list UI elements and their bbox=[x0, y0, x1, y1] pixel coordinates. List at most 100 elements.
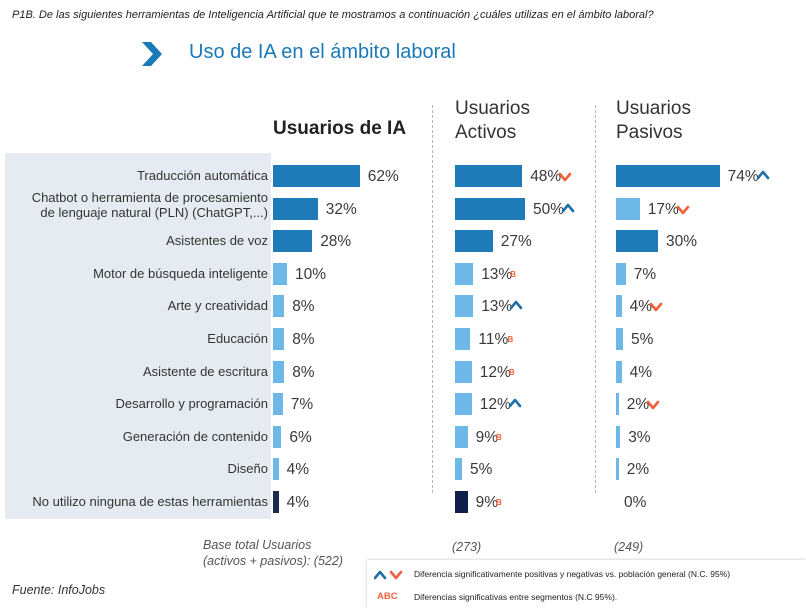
data-label: 17% bbox=[647, 200, 679, 218]
significant-up-icon bbox=[509, 301, 523, 310]
data-label: 0% bbox=[624, 494, 647, 511]
data-label: 7% bbox=[633, 265, 657, 283]
significance-arrows-icon bbox=[374, 570, 403, 580]
bar bbox=[455, 458, 462, 481]
bar bbox=[616, 165, 720, 187]
category-label: Educación bbox=[207, 331, 268, 346]
data-label: 27% bbox=[500, 233, 532, 251]
bar bbox=[273, 491, 279, 513]
column-heading-usuarios-ia: Usuarios de IA bbox=[273, 118, 407, 139]
data-label: 48% bbox=[530, 168, 562, 185]
category-label: Arte y creatividad bbox=[167, 298, 268, 314]
question-text: P1B. De las siguientes herramientas de I… bbox=[12, 9, 654, 21]
data-label: 74% bbox=[727, 168, 759, 185]
bar bbox=[273, 393, 283, 416]
legend-abc-text: Diferencias significativas entre segment… bbox=[414, 592, 618, 602]
data-label: 11% bbox=[478, 331, 509, 348]
segment-letter: B bbox=[496, 498, 502, 507]
bar bbox=[273, 230, 313, 253]
category-label: Generación de contenido bbox=[122, 428, 268, 444]
bar bbox=[455, 262, 474, 285]
column-heading-activos: Usuarios Activos bbox=[455, 98, 530, 143]
bar bbox=[616, 360, 622, 383]
bar bbox=[616, 458, 619, 481]
bar bbox=[455, 295, 474, 318]
data-label: 4% bbox=[629, 363, 652, 381]
bar bbox=[616, 328, 623, 350]
base-label-pasivos: (249) bbox=[614, 540, 644, 554]
bar bbox=[455, 328, 471, 350]
data-label: 8% bbox=[292, 298, 315, 316]
significant-up-icon bbox=[561, 203, 575, 212]
data-label: 4% bbox=[286, 494, 309, 511]
chevron-right-icon bbox=[142, 42, 162, 66]
data-label: 4% bbox=[629, 298, 652, 316]
category-label: Motor de búsqueda inteligente bbox=[93, 265, 268, 281]
bar bbox=[455, 425, 468, 448]
segment-letter: B bbox=[510, 269, 517, 279]
data-label: 62% bbox=[367, 168, 399, 185]
bar bbox=[455, 165, 523, 187]
significant-down-icon bbox=[676, 205, 690, 214]
data-label: 30% bbox=[666, 233, 698, 251]
page-title: Uso de IA en el ámbito laboral bbox=[189, 41, 456, 63]
data-label: 9% bbox=[475, 428, 498, 446]
significant-down-icon bbox=[649, 303, 663, 312]
bar bbox=[455, 197, 525, 220]
category-label: Desarrollo y programación bbox=[115, 396, 268, 412]
bar bbox=[273, 425, 282, 448]
segment-letter: B bbox=[496, 432, 502, 442]
data-label: 2% bbox=[626, 461, 650, 479]
category-label: Asistente de escritura bbox=[142, 363, 268, 379]
column-divider bbox=[595, 105, 596, 493]
data-label: 7% bbox=[290, 396, 314, 414]
legend-abc-label: ABC bbox=[377, 591, 398, 602]
data-label: 12% bbox=[479, 396, 511, 414]
data-label: 50% bbox=[533, 200, 565, 218]
bar bbox=[616, 262, 626, 285]
bar bbox=[273, 197, 318, 220]
bar bbox=[616, 425, 621, 448]
data-label: 2% bbox=[626, 396, 650, 414]
significant-up-icon bbox=[508, 398, 522, 408]
bar bbox=[455, 491, 468, 513]
legend-box: Diferencia significativamente positivas … bbox=[367, 560, 806, 608]
data-label: 28% bbox=[320, 233, 352, 251]
data-label: 5% bbox=[631, 331, 654, 348]
segment-letter: B bbox=[508, 367, 515, 377]
category-label: Traducción automática bbox=[136, 168, 268, 183]
bar bbox=[455, 393, 472, 416]
base-label-activos: (273) bbox=[452, 540, 482, 554]
bar bbox=[273, 328, 285, 350]
category-label: Asistentes de voz bbox=[166, 233, 268, 249]
bar bbox=[273, 262, 287, 285]
category-label: Chatbot o herramienta de procesamiento d… bbox=[31, 189, 268, 220]
data-label: 8% bbox=[292, 363, 315, 381]
bar bbox=[616, 197, 640, 220]
bar bbox=[616, 393, 619, 416]
bar bbox=[616, 230, 658, 253]
data-label: 9% bbox=[475, 494, 498, 511]
column-heading-pasivos: Usuarios Pasivos bbox=[616, 98, 691, 143]
data-label: 6% bbox=[289, 428, 312, 446]
base-label-total: Base total Usuarios (activos + pasivos):… bbox=[203, 538, 343, 568]
data-label: 32% bbox=[325, 200, 357, 218]
data-label: 8% bbox=[292, 331, 315, 348]
data-label: 12% bbox=[479, 363, 511, 381]
bar bbox=[273, 165, 360, 187]
data-label: 13% bbox=[481, 298, 513, 316]
legend-arrows-text: Diferencia significativamente positivas … bbox=[414, 569, 731, 579]
significant-down-icon bbox=[646, 400, 660, 410]
source-note: Fuente: InfoJobs bbox=[12, 583, 106, 597]
category-panel bbox=[5, 153, 271, 519]
significant-down-icon bbox=[558, 172, 572, 182]
significant-up-icon bbox=[756, 170, 769, 180]
data-label: 4% bbox=[286, 461, 309, 479]
bar bbox=[273, 295, 285, 318]
bar bbox=[455, 230, 493, 253]
bar bbox=[455, 360, 472, 383]
bar bbox=[273, 360, 285, 383]
data-label: 10% bbox=[295, 265, 327, 283]
column-divider bbox=[432, 105, 433, 493]
category-label: Diseño bbox=[227, 461, 268, 477]
